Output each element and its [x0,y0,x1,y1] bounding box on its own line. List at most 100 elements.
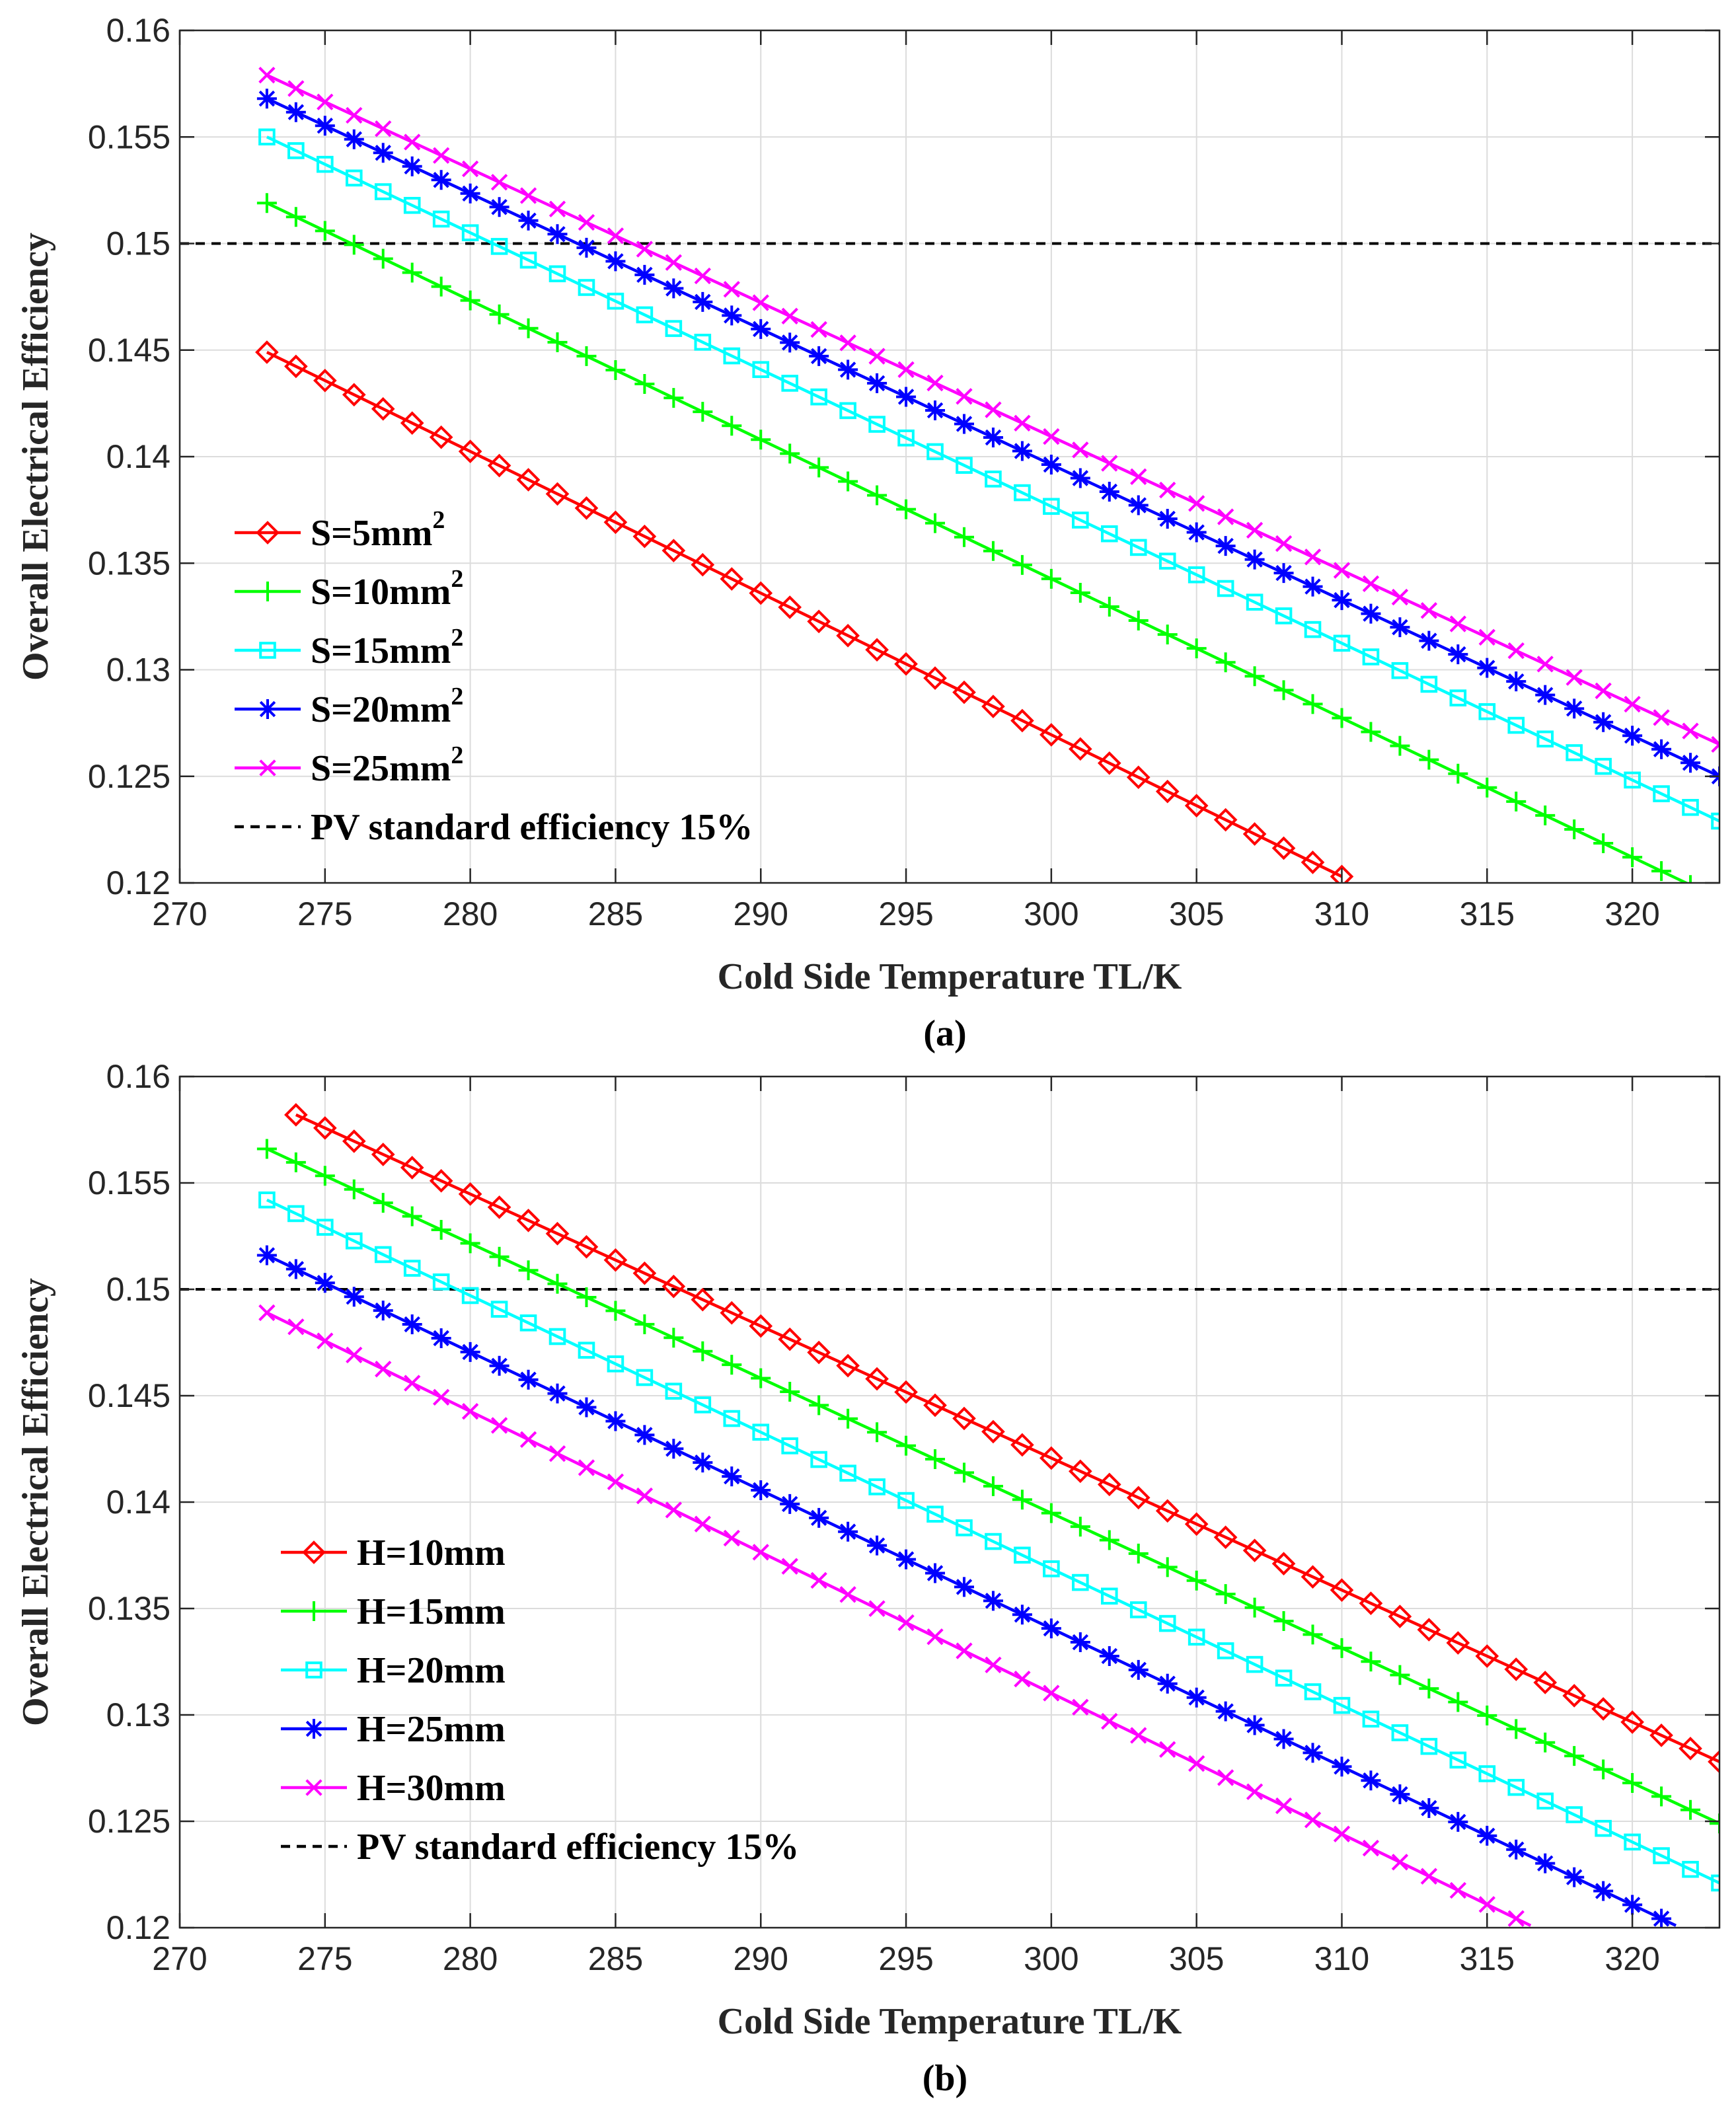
data-point-marker [751,1368,771,1388]
data-point-marker [545,482,570,506]
series-h-30mm [258,1304,1532,1927]
data-point-marker [809,1395,829,1416]
data-point-marker [897,429,915,447]
data-point-marker [1271,836,1296,860]
data-point-marker [342,383,366,407]
data-point-marker [1041,568,1061,589]
data-point-marker [926,443,944,461]
data-point-marker [1390,1665,1410,1685]
data-point-marker [1215,536,1236,556]
data-point-marker [634,374,655,395]
chart-panel-b: 270 275 280 285 290 295 300 305 310 315 320 0.120.… [15,1058,1721,2099]
legend-marker [258,699,278,719]
data-point-marker [1448,644,1468,665]
data-point-marker [1446,1631,1470,1655]
data-point-marker [780,332,800,353]
data-point-marker [1535,1732,1556,1753]
data-point-marker [1271,1552,1296,1576]
data-point-marker [1188,1628,1205,1646]
data-point-marker [516,468,541,492]
data-point-marker [344,1179,364,1199]
data-point-marker [1361,603,1381,624]
data-point-marker [838,471,858,492]
data-point-marker [807,609,831,634]
data-point-marker [256,89,277,109]
data-point-marker [1562,1684,1587,1708]
data-point-marker [1186,522,1207,543]
data-point-marker [346,106,363,124]
data-point-marker [1217,508,1234,525]
data-point-marker [1072,441,1089,459]
data-point-marker [868,1600,886,1617]
data-point-marker [720,567,744,591]
data-point-marker [313,369,337,393]
data-point-marker [1620,1710,1644,1734]
data-point-marker [489,1355,509,1376]
data-point-marker [1448,1692,1468,1712]
legend-label: S=5mm2 [311,506,445,554]
data-point-marker [1535,685,1556,705]
data-point-marker [1012,1605,1032,1625]
data-point-marker [1711,736,1719,753]
data-point-marker [1155,779,1180,804]
data-point-marker [1622,726,1643,746]
data-point-marker [487,453,511,478]
data-point-marker [460,290,480,311]
data-point-marker [723,281,740,298]
data-point-marker [317,1332,334,1349]
legend-marker [302,1540,326,1564]
data-point-marker [258,67,276,84]
series-line [266,202,1690,883]
data-point-marker [1682,722,1699,739]
x-tick-label: 305 [1169,895,1224,932]
series-s-5mm [255,340,1354,883]
data-point-marker [607,1473,624,1490]
data-point-marker [460,183,480,204]
data-point-marker [1014,414,1031,432]
data-point-marker [373,1301,393,1321]
data-point-marker [952,1406,976,1431]
data-point-marker [752,294,769,311]
data-point-marker [431,170,451,190]
series-s-15mm [258,128,1719,830]
data-point-marker [722,1466,742,1487]
data-point-marker [810,321,827,338]
data-point-marker [487,1195,511,1219]
data-point-marker [1448,763,1468,784]
data-point-marker [1188,566,1205,584]
data-point-marker [1595,757,1612,775]
data-point-marker [458,439,482,463]
data-point-marker [1043,498,1060,515]
data-point-marker [1217,1642,1234,1659]
data-point-marker [1536,1792,1554,1810]
series-line [266,1311,1532,1927]
data-point-marker [867,373,887,393]
data-point-marker [518,1369,539,1390]
data-point-marker [578,1342,595,1359]
data-point-marker [284,1103,308,1127]
data-point-marker [1595,1819,1612,1837]
data-point-marker [661,1274,686,1299]
data-point-marker [923,666,947,690]
data-point-marker [1072,1573,1089,1591]
data-point-marker [1014,1546,1031,1564]
data-point-marker [1333,634,1351,652]
series-line [266,135,1719,823]
legend-label: H=20mm [357,1650,506,1691]
data-point-marker [1070,1517,1090,1537]
data-point-marker [489,197,509,217]
legend-label: S=20mm2 [311,683,463,730]
x-tick-label: 305 [1169,1940,1224,1977]
data-point-marker [605,1411,626,1431]
data-point-marker [634,264,655,285]
data-point-marker [1475,1644,1499,1668]
data-point-marker [663,388,684,408]
data-point-marker [781,307,798,324]
data-point-marker [1708,1750,1719,1774]
data-point-marker [896,387,917,407]
data-point-marker [983,427,1003,447]
data-point-marker [432,1273,450,1291]
data-point-marker [344,1287,364,1307]
data-point-marker [576,237,597,258]
legend-label: H=25mm [357,1709,506,1750]
